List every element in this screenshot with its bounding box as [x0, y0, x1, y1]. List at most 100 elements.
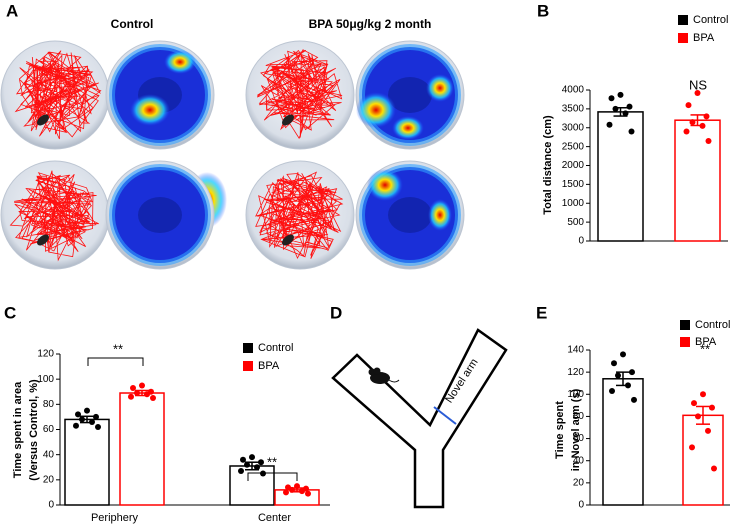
y-tick-label: 80	[43, 399, 55, 410]
panel-label: E	[536, 303, 547, 322]
y-axis-label: Time spent in area	[12, 381, 24, 478]
data-point	[694, 90, 701, 97]
y-tick-label: 40	[573, 455, 585, 466]
bar	[119, 392, 165, 506]
panel-label: D	[330, 303, 342, 322]
data-point	[699, 122, 706, 129]
y-tick-label: 60	[43, 424, 55, 435]
y-tick-label: 120	[567, 367, 584, 378]
group-title: BPA 50μg/kg 2 month	[309, 17, 432, 31]
y-tick-label: 140	[567, 345, 584, 356]
track	[255, 171, 344, 260]
data-point	[625, 382, 631, 389]
data-point	[631, 396, 637, 403]
legend-label: Control	[258, 342, 293, 354]
heat-rim	[359, 164, 461, 266]
data-point	[606, 121, 613, 128]
track	[9, 170, 99, 262]
y-tick-label: 3000	[562, 122, 585, 133]
bar	[64, 418, 110, 506]
hot-spot	[367, 169, 403, 201]
data-point	[75, 411, 81, 418]
heat-center	[138, 197, 182, 233]
bar	[229, 465, 275, 506]
panel-label: A	[6, 1, 18, 20]
legend-swatch	[678, 15, 688, 25]
hot-spot	[428, 199, 452, 231]
bar	[674, 119, 721, 242]
data-point	[703, 113, 710, 120]
y-tick-label: 20	[43, 474, 55, 485]
data-point	[150, 395, 156, 402]
data-point	[128, 393, 134, 400]
y-tick-label: 20	[573, 477, 585, 488]
data-point	[249, 454, 255, 461]
hot-spot	[356, 92, 396, 128]
legend-swatch	[680, 337, 690, 347]
y-tick-label: 40	[43, 449, 55, 460]
data-point	[617, 91, 624, 98]
heat-rim	[109, 164, 211, 266]
bar	[682, 414, 724, 506]
y-tick-label: 1500	[562, 179, 585, 190]
data-point	[705, 137, 712, 144]
data-point	[240, 456, 246, 463]
x-tick-label: Periphery	[91, 512, 139, 524]
data-point	[144, 391, 150, 398]
data-point	[260, 470, 266, 477]
y-axis-label: (Versus Control, %)	[28, 379, 40, 481]
heat-center	[388, 197, 432, 233]
data-point	[615, 372, 621, 379]
hot-spot	[164, 50, 196, 74]
data-point	[700, 391, 706, 398]
data-point	[629, 369, 635, 376]
data-point	[683, 128, 690, 135]
data-point	[609, 387, 615, 394]
data-point	[628, 128, 635, 135]
data-point	[258, 459, 264, 466]
bar	[597, 111, 644, 242]
arena-images	[0, 40, 465, 270]
data-point	[299, 488, 305, 495]
legend-label: Control	[695, 319, 730, 331]
data-point	[238, 468, 244, 475]
legend-swatch	[243, 361, 253, 371]
y-tick-label: 100	[567, 389, 584, 400]
data-point	[622, 110, 629, 117]
data-point	[626, 103, 633, 110]
y-tick-label: 4000	[562, 85, 585, 96]
mouse	[37, 114, 49, 126]
data-point	[79, 416, 85, 423]
track	[256, 49, 343, 140]
y-tick-label: 0	[578, 500, 584, 511]
data-point	[244, 461, 250, 468]
data-point	[283, 489, 289, 496]
data-point	[685, 102, 692, 109]
hot-spot	[130, 94, 170, 126]
panel-label: C	[4, 303, 16, 322]
data-point	[73, 422, 79, 429]
group-title: Control	[111, 17, 154, 31]
data-point	[689, 444, 695, 451]
y-axis-label: Total distance (cm)	[542, 115, 554, 215]
mouse	[37, 234, 49, 246]
data-point	[84, 407, 90, 414]
data-point	[612, 105, 619, 112]
data-point	[695, 413, 701, 420]
data-point	[93, 413, 99, 420]
heat-center	[388, 77, 432, 113]
data-point	[89, 418, 95, 425]
y-tick-label: 3500	[562, 104, 585, 115]
legend-label: Control	[693, 14, 728, 26]
legend-label: BPA	[695, 336, 717, 348]
significance-bracket	[247, 472, 298, 481]
y-tick-label: 60	[573, 433, 585, 444]
bar	[602, 378, 644, 506]
y-maze: Novel arm	[331, 328, 508, 509]
y-tick-label: 500	[567, 217, 584, 228]
y-axis-label: Time spent	[554, 401, 566, 459]
annotation: NS	[689, 77, 707, 92]
mouse-icon	[368, 367, 400, 384]
